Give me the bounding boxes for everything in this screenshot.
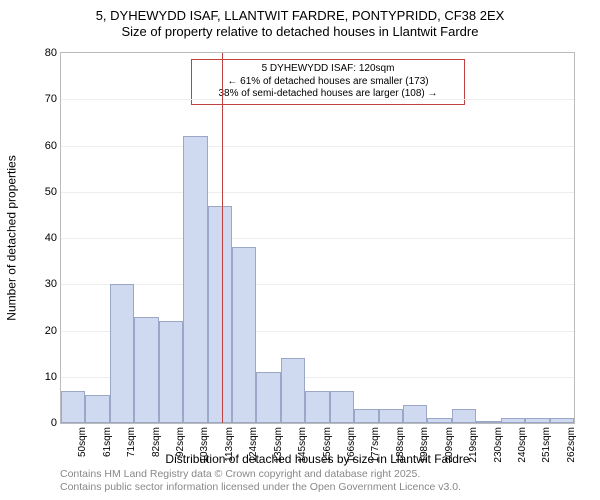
histogram-bar bbox=[476, 421, 500, 423]
histogram-bar bbox=[85, 395, 109, 423]
y-axis-label-text: Number of detached properties bbox=[5, 155, 19, 320]
histogram-bar bbox=[403, 405, 427, 424]
y-tick-label: 80 bbox=[45, 47, 57, 59]
chart-plot-area: 5 DYHEWYDD ISAF: 120sqm ← 61% of detache… bbox=[60, 52, 575, 424]
callout-line-2: ← 61% of detached houses are smaller (17… bbox=[198, 76, 458, 89]
y-tick-label: 40 bbox=[45, 232, 57, 244]
y-tick-label: 20 bbox=[45, 325, 57, 337]
attribution: Contains HM Land Registry data © Crown c… bbox=[60, 468, 575, 493]
y-tick-label: 30 bbox=[45, 278, 57, 290]
y-axis-label: Number of detached properties bbox=[2, 52, 22, 424]
attribution-line-1: Contains HM Land Registry data © Crown c… bbox=[60, 468, 575, 481]
histogram-bar bbox=[232, 247, 256, 423]
histogram-bar bbox=[110, 284, 134, 423]
y-tick-label: 0 bbox=[51, 417, 57, 429]
gridline bbox=[61, 238, 574, 239]
y-tick-label: 10 bbox=[45, 371, 57, 383]
x-axis-label: Distribution of detached houses by size … bbox=[60, 452, 575, 466]
histogram-bar bbox=[354, 409, 378, 423]
histogram-bar bbox=[379, 409, 403, 423]
title-line-2: Size of property relative to detached ho… bbox=[10, 24, 590, 40]
histogram-bar bbox=[550, 418, 574, 423]
reference-line bbox=[222, 53, 223, 423]
histogram-bar bbox=[134, 317, 158, 423]
callout-line-1: 5 DYHEWYDD ISAF: 120sqm bbox=[198, 63, 458, 76]
chart-title: 5, DYHEWYDD ISAF, LLANTWIT FARDRE, PONTY… bbox=[0, 0, 600, 43]
y-tick-label: 60 bbox=[45, 140, 57, 152]
histogram-bar bbox=[183, 136, 207, 423]
histogram-bar bbox=[281, 358, 305, 423]
title-line-1: 5, DYHEWYDD ISAF, LLANTWIT FARDRE, PONTY… bbox=[10, 8, 590, 24]
histogram-bar bbox=[159, 321, 183, 423]
histogram-bar bbox=[452, 409, 476, 423]
histogram-bar bbox=[208, 206, 232, 423]
gridline bbox=[61, 146, 574, 147]
histogram-bar bbox=[525, 418, 549, 423]
y-tick-label: 70 bbox=[45, 93, 57, 105]
gridline bbox=[61, 284, 574, 285]
histogram-bar bbox=[330, 391, 354, 423]
gridline bbox=[61, 99, 574, 100]
histogram-bar bbox=[305, 391, 329, 423]
reference-callout: 5 DYHEWYDD ISAF: 120sqm ← 61% of detache… bbox=[191, 59, 465, 105]
histogram-bar bbox=[427, 418, 451, 423]
gridline bbox=[61, 192, 574, 193]
histogram-bar bbox=[61, 391, 85, 423]
histogram-bar bbox=[256, 372, 280, 423]
attribution-line-2: Contains public sector information licen… bbox=[60, 481, 575, 494]
y-tick-label: 50 bbox=[45, 186, 57, 198]
histogram-bar bbox=[501, 418, 525, 423]
